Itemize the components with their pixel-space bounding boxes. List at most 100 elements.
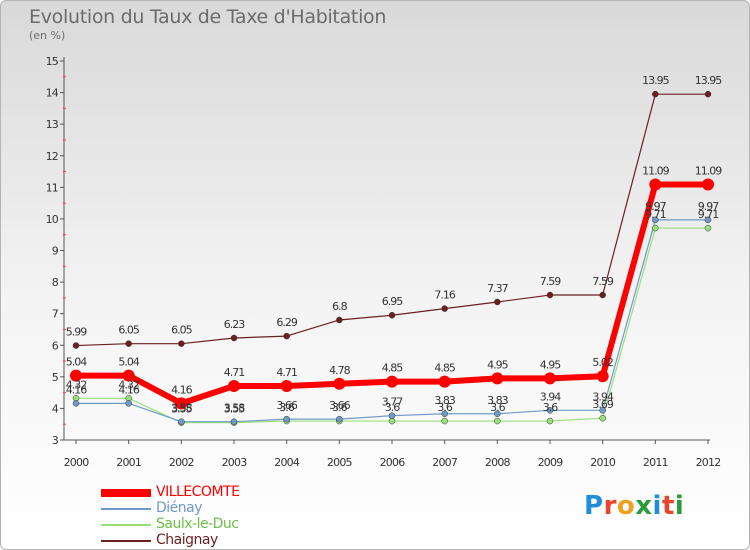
data-point: [544, 372, 556, 385]
data-point: [494, 298, 501, 306]
legend-label: Saulx-le-Duc: [156, 516, 239, 532]
data-label: 11.09: [695, 164, 722, 177]
data-label: 5.04: [118, 356, 139, 369]
data-label: 4.78: [329, 364, 350, 377]
data-label: 9.97: [698, 200, 719, 213]
data-point: [438, 375, 451, 388]
y-tick-label: 6: [52, 339, 59, 352]
data-label: 3.55: [224, 403, 245, 416]
data-label: 9.71: [698, 208, 719, 221]
data-point: [386, 375, 398, 388]
data-label: 7.59: [540, 275, 561, 288]
data-label: 3.6: [332, 401, 347, 414]
y-tick-label: 11: [46, 181, 58, 194]
data-point: [599, 291, 606, 299]
data-label: 5.04: [66, 356, 87, 369]
data-label: 4.16: [171, 383, 192, 396]
data-label: 7.16: [434, 289, 455, 302]
data-label: 3.58: [171, 402, 192, 415]
data-point: [175, 397, 188, 410]
data-label: 4.71: [276, 366, 297, 379]
data-point: [491, 372, 504, 385]
legend-label: Diénay: [156, 500, 203, 516]
data-label: 4.32: [118, 378, 139, 391]
data-label: 11.09: [642, 164, 669, 177]
data-label: 3.94: [540, 390, 561, 403]
data-point: [494, 410, 501, 418]
data-label: 4.32: [66, 378, 87, 391]
data-point: [652, 90, 659, 98]
data-point: [441, 417, 448, 425]
logo-letter: t: [661, 491, 675, 521]
data-label: 3.6: [543, 401, 558, 414]
data-label: 6.8: [332, 300, 347, 313]
logo-letter: i: [652, 491, 662, 521]
data-label: 6.29: [276, 316, 297, 329]
logo-letter: x: [635, 491, 653, 521]
data-point: [441, 305, 448, 312]
legend-label: Chaignay: [156, 532, 218, 548]
x-tick-label: 2004: [274, 456, 300, 469]
legend-swatch: [101, 524, 151, 526]
data-label: 5.02: [592, 356, 613, 369]
data-label: 4.16: [118, 383, 139, 396]
data-label: 5.99: [66, 326, 87, 339]
data-label: 4.16: [66, 383, 87, 396]
data-point: [704, 90, 712, 98]
data-point: [494, 417, 501, 425]
data-point: [704, 216, 712, 224]
y-tick-label: 14: [46, 87, 59, 100]
data-label: 3.58: [224, 402, 245, 415]
data-label: 3.83: [487, 394, 508, 407]
x-tick-label: 2001: [116, 456, 141, 469]
data-label: 3.69: [592, 398, 613, 411]
data-label: 6.23: [224, 318, 245, 331]
logo-letter: r: [603, 491, 617, 521]
data-label: 6.05: [171, 324, 192, 337]
data-label: 13.95: [642, 74, 669, 87]
data-point: [546, 291, 554, 299]
legend-swatch: [101, 508, 151, 510]
data-label: 9.97: [645, 200, 666, 213]
data-point: [652, 216, 659, 224]
data-label: 3.77: [382, 396, 403, 409]
y-tick-label: 3: [52, 434, 59, 447]
data-label: 9.71: [645, 208, 666, 221]
chart-subtitle: (en %): [29, 29, 66, 42]
legend-swatch: [101, 489, 151, 497]
data-point: [283, 332, 290, 340]
data-label: 3.66: [276, 399, 297, 412]
data-label: 4.95: [487, 358, 508, 371]
x-tick-label: 2007: [432, 456, 458, 469]
data-label: 7.37: [487, 282, 508, 295]
data-point: [336, 415, 343, 423]
data-point: [599, 414, 606, 422]
x-tick-label: 2012: [696, 456, 721, 469]
data-point: [388, 417, 396, 425]
data-point: [122, 369, 135, 382]
y-tick-label: 10: [46, 213, 59, 226]
data-point: [72, 342, 80, 349]
data-point: [72, 400, 80, 407]
data-label: 4.95: [540, 358, 561, 371]
data-label: 6.05: [118, 324, 139, 337]
x-tick-label: 2006: [380, 456, 406, 469]
data-label: 3.55: [171, 403, 192, 416]
data-point: [178, 340, 185, 347]
data-label: 3.66: [329, 399, 350, 412]
data-label: 3.94: [592, 390, 613, 403]
data-point: [599, 407, 606, 414]
data-label: 3.6: [385, 401, 400, 414]
data-point: [652, 224, 659, 232]
data-label: 13.95: [695, 74, 722, 87]
x-tick-label: 2000: [64, 456, 90, 469]
data-point: [333, 377, 346, 390]
x-tick-label: 2005: [327, 456, 353, 469]
y-tick-label: 4: [52, 402, 59, 415]
data-point: [125, 400, 132, 407]
data-point: [230, 418, 238, 425]
data-point: [70, 369, 82, 382]
data-point: [336, 316, 343, 324]
